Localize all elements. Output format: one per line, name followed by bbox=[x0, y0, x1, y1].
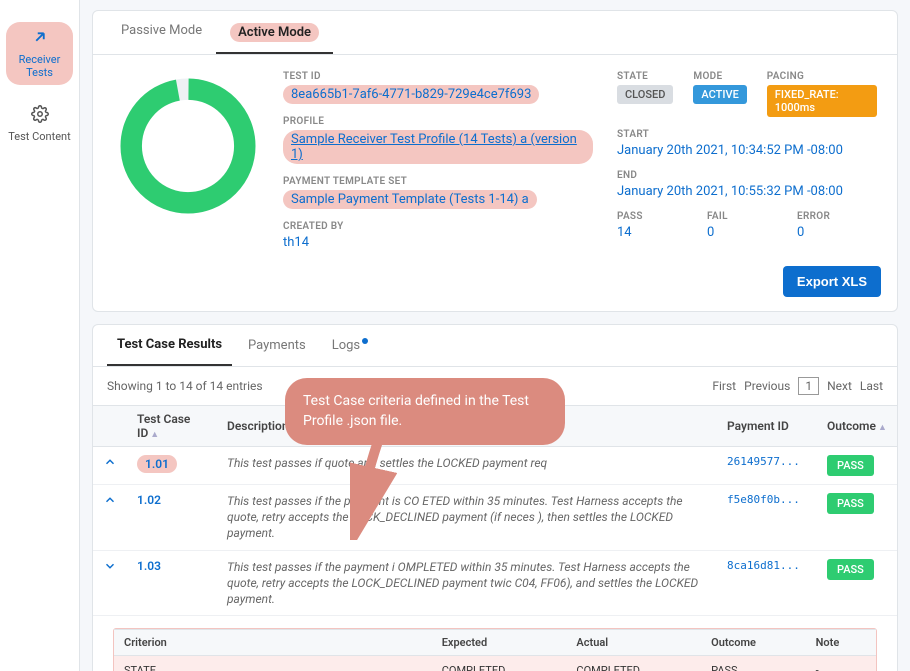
pager-next[interactable]: Next bbox=[827, 379, 852, 393]
test-id-value: 8ea665b1-7af6-4771-b829-729e4ce7f693 bbox=[283, 85, 539, 104]
cell-payment-id[interactable]: f5e80f0b... bbox=[717, 485, 817, 551]
gear-icon bbox=[31, 105, 49, 126]
criteria-detail: CriterionExpectedActualOutcomeNoteSTATEC… bbox=[93, 616, 897, 671]
cell-description: This test passes if quote and settles th… bbox=[217, 447, 717, 485]
crit-col-actual: Actual bbox=[566, 630, 701, 656]
cell-test-case-id[interactable]: 1.03 bbox=[127, 550, 217, 616]
table-row: 1.01This test passes if quote and settle… bbox=[93, 447, 897, 485]
cell-outcome: PASS bbox=[817, 550, 897, 616]
col-outcome[interactable]: Outcome▲ bbox=[817, 406, 897, 447]
sort-icon: ▲ bbox=[150, 430, 159, 440]
pagination: First Previous 1 Next Last bbox=[712, 377, 883, 395]
tab-logs[interactable]: Logs bbox=[322, 326, 378, 365]
table-row: 1.02This test passes if the payment is C… bbox=[93, 485, 897, 551]
results-tabs: Test Case Results Payments Logs bbox=[93, 325, 897, 367]
field-start: START January 20th 2021, 10:34:52 PM -08… bbox=[617, 129, 877, 158]
state-badge: CLOSED bbox=[617, 85, 673, 104]
notification-dot-icon bbox=[362, 338, 368, 344]
crit-col-note: Note bbox=[806, 630, 876, 656]
mode-badge: ACTIVE bbox=[693, 85, 746, 104]
pager-first[interactable]: First bbox=[712, 379, 736, 393]
annotation-arrow-icon bbox=[350, 430, 410, 540]
tab-active-mode[interactable]: Active Mode bbox=[216, 11, 333, 54]
expand-toggle[interactable] bbox=[93, 485, 127, 551]
field-fail: FAIL 0 bbox=[707, 211, 777, 240]
cell-outcome: PASS bbox=[817, 485, 897, 551]
sidebar-label: Receiver Tests bbox=[16, 53, 63, 79]
table-info: Showing 1 to 14 of 14 entries bbox=[107, 379, 263, 393]
cell-payment-id[interactable]: 8ca16d81... bbox=[717, 550, 817, 616]
expand-toggle[interactable] bbox=[93, 550, 127, 616]
field-profile: PROFILE Sample Receiver Test Profile (14… bbox=[283, 116, 593, 164]
summary-panel: Passive Mode Active Mode TEST ID bbox=[92, 10, 898, 312]
sidebar-label: Test Content bbox=[8, 130, 70, 143]
criterion-row: STATECOMPLETEDCOMPLETEDPASS- bbox=[114, 656, 876, 671]
table-row: 1.03This test passes if the payment i OM… bbox=[93, 550, 897, 616]
pager-prev[interactable]: Previous bbox=[744, 379, 790, 393]
cell-payment-id[interactable]: 26149577... bbox=[717, 447, 817, 485]
cell-description: This test passes if the payment is CO ET… bbox=[217, 485, 717, 551]
field-pass: PASS 14 bbox=[617, 211, 687, 240]
template-set-link[interactable]: Sample Payment Template (Tests 1-14) a bbox=[283, 190, 537, 209]
pacing-badge: FIXED_RATE: 1000ms bbox=[767, 85, 877, 117]
cell-test-case-id[interactable]: 1.01 bbox=[127, 447, 217, 485]
pager-page[interactable]: 1 bbox=[798, 377, 819, 395]
sort-icon: ▲ bbox=[878, 423, 887, 433]
pager-last[interactable]: Last bbox=[860, 379, 883, 393]
arrow-up-right-icon bbox=[31, 28, 49, 49]
donut-chart bbox=[113, 71, 263, 221]
col-payment-id[interactable]: Payment ID bbox=[717, 406, 817, 447]
field-created-by: CREATED BY th14 bbox=[283, 221, 593, 250]
field-template-set: PAYMENT TEMPLATE SET Sample Payment Temp… bbox=[283, 176, 593, 209]
profile-link[interactable]: Sample Receiver Test Profile (14 Tests) … bbox=[283, 130, 593, 164]
mode-tabs: Passive Mode Active Mode bbox=[93, 11, 897, 55]
field-test-id: TEST ID 8ea665b1-7af6-4771-b829-729e4ce7… bbox=[283, 71, 593, 104]
annotation-callout: Test Case criteria defined in the Test P… bbox=[285, 378, 565, 445]
tab-test-case-results[interactable]: Test Case Results bbox=[107, 325, 232, 366]
sidebar-item-receiver-tests[interactable]: Receiver Tests bbox=[0, 12, 79, 95]
crit-col-outcome: Outcome bbox=[701, 630, 806, 656]
cell-test-case-id[interactable]: 1.02 bbox=[127, 485, 217, 551]
results-panel: Test Case Results Payments Logs Showing … bbox=[92, 324, 898, 671]
field-mode: MODE ACTIVE bbox=[693, 71, 746, 117]
expand-toggle[interactable] bbox=[93, 447, 127, 485]
sidebar: Receiver Tests Test Content bbox=[0, 0, 80, 671]
export-xls-button[interactable]: Export XLS bbox=[783, 266, 881, 297]
crit-col-criterion: Criterion bbox=[114, 630, 432, 656]
crit-col-expected: Expected bbox=[432, 630, 567, 656]
col-test-case-id[interactable]: Test Case ID▲ bbox=[127, 406, 217, 447]
field-state: STATE CLOSED bbox=[617, 71, 673, 117]
field-pacing: PACING FIXED_RATE: 1000ms bbox=[767, 71, 877, 117]
sidebar-item-test-content[interactable]: Test Content bbox=[0, 95, 79, 153]
tab-payments[interactable]: Payments bbox=[238, 326, 316, 365]
tab-passive-mode[interactable]: Passive Mode bbox=[107, 11, 216, 54]
cell-outcome: PASS bbox=[817, 447, 897, 485]
main-content: Passive Mode Active Mode TEST ID bbox=[80, 0, 910, 671]
field-error: ERROR 0 bbox=[797, 211, 867, 240]
field-end: END January 20th 2021, 10:55:32 PM -08:0… bbox=[617, 170, 877, 199]
cell-description: This test passes if the payment i OMPLET… bbox=[217, 550, 717, 616]
